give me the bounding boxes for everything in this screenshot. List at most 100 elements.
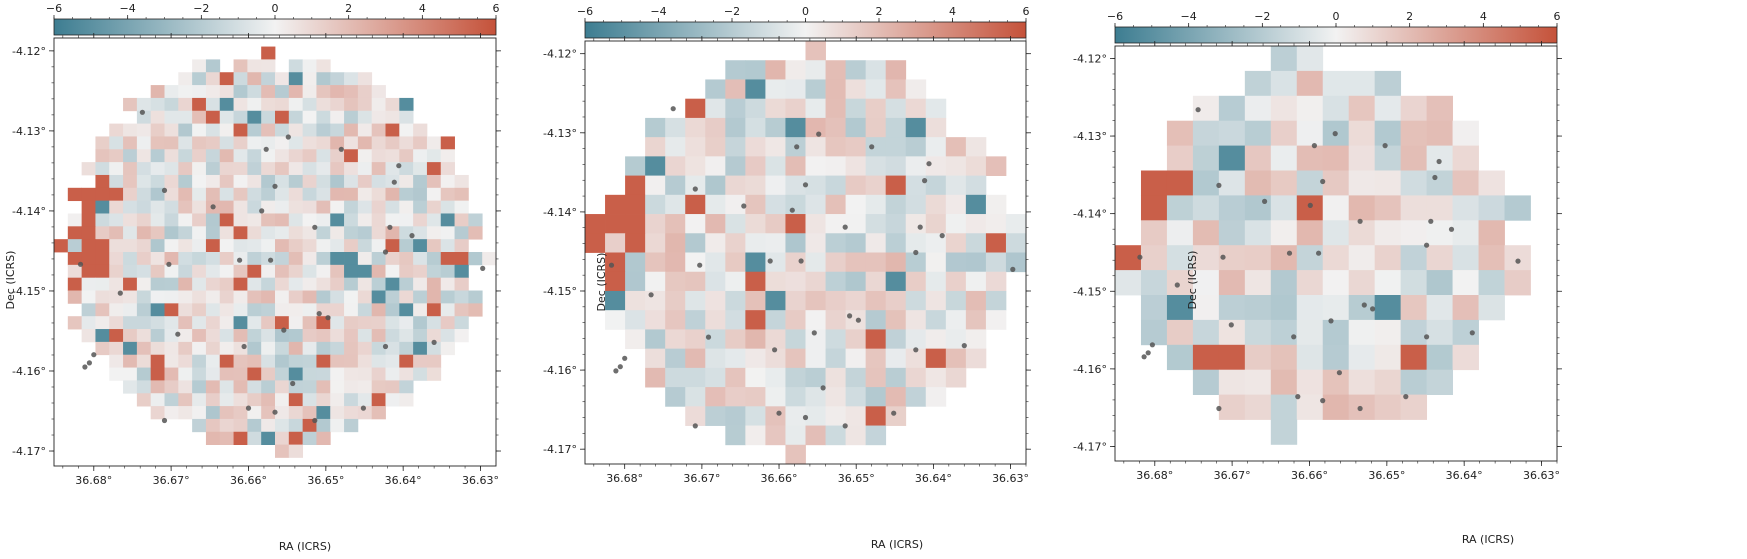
heatmap-cell xyxy=(945,137,967,157)
heatmap-cell xyxy=(905,329,927,350)
heatmap-cell xyxy=(288,341,304,356)
y-tick-label: -4.15° xyxy=(1073,285,1107,298)
heatmap-cell xyxy=(344,136,359,150)
heatmap-cell xyxy=(1322,295,1350,321)
heatmap-cell xyxy=(247,97,262,112)
heatmap-cell xyxy=(316,354,331,368)
heatmap-cell xyxy=(1192,170,1220,196)
heatmap-cell xyxy=(1348,220,1376,246)
heatmap-cell xyxy=(233,162,248,176)
source-point xyxy=(161,187,168,193)
heatmap-cell xyxy=(344,341,359,356)
heatmap-cell xyxy=(247,187,262,202)
heatmap-cell xyxy=(1270,394,1298,420)
heatmap-cell xyxy=(625,290,646,311)
heatmap-cell xyxy=(1192,195,1220,221)
source-point xyxy=(1216,405,1222,412)
heatmap-cell xyxy=(275,85,290,99)
heatmap-cell xyxy=(330,303,345,317)
heatmap-cell xyxy=(205,72,221,86)
heatmap-cell xyxy=(1478,170,1505,196)
heatmap-cell xyxy=(1478,245,1505,271)
heatmap-cell xyxy=(1192,344,1220,371)
heatmap-cell xyxy=(371,277,386,291)
heatmap-cell xyxy=(371,341,386,356)
heatmap-cell xyxy=(1244,344,1272,371)
heatmap-cell xyxy=(261,213,276,227)
heatmap-cell xyxy=(426,162,442,176)
heatmap-cell xyxy=(275,341,290,356)
heatmap-cell xyxy=(178,110,193,124)
heatmap-cell xyxy=(885,98,907,119)
heatmap-cell xyxy=(845,214,867,234)
heatmap-cell xyxy=(965,156,987,176)
y-tick-label: -4.12° xyxy=(543,48,577,61)
heatmap-cell xyxy=(330,162,345,176)
heatmap-cell xyxy=(288,72,304,86)
heatmap-cell xyxy=(150,97,165,112)
heatmap-cell xyxy=(413,277,428,291)
heatmap-cell xyxy=(845,406,867,426)
heatmap-cell xyxy=(1426,270,1453,296)
heatmap-cell xyxy=(288,431,304,445)
heatmap-cell xyxy=(67,239,83,253)
source-point xyxy=(396,163,402,169)
y-tick-label: -4.12° xyxy=(12,45,46,58)
heatmap-cell xyxy=(440,316,455,330)
heatmap-cell xyxy=(67,277,83,291)
heatmap-cell xyxy=(288,149,304,163)
heatmap-cell xyxy=(1322,245,1350,271)
heatmap-cell xyxy=(192,316,207,330)
x-axis-label-3: RA (ICRS) xyxy=(1462,533,1514,546)
heatmap-cell xyxy=(302,341,317,356)
heatmap-cell xyxy=(109,341,124,356)
heatmap-cell xyxy=(925,310,947,330)
source-point xyxy=(1320,178,1326,185)
source-point xyxy=(811,330,817,336)
heatmap-cell xyxy=(247,213,262,227)
heatmap-cell xyxy=(219,290,234,304)
heatmap-cell xyxy=(81,239,96,253)
heatmap-cell xyxy=(357,252,373,266)
heatmap-cell xyxy=(413,367,428,381)
heatmap-cell xyxy=(288,213,304,227)
heatmap-cell xyxy=(1218,369,1246,395)
heatmap-cell xyxy=(1400,369,1428,395)
heatmap-cell xyxy=(625,214,646,234)
heatmap-cell xyxy=(785,156,806,176)
heatmap-cell xyxy=(945,252,967,273)
heatmap-cell xyxy=(261,290,276,304)
heatmap-cell xyxy=(302,187,317,202)
heatmap-cell xyxy=(385,110,400,124)
heatmap-cell xyxy=(1478,270,1505,296)
heatmap-cell xyxy=(905,156,927,176)
heatmap-cell xyxy=(865,156,887,176)
heatmap-cell xyxy=(805,271,826,292)
heatmap-cell xyxy=(302,264,317,279)
source-point xyxy=(268,257,274,263)
source-point xyxy=(939,233,945,239)
heatmap-cell xyxy=(219,252,234,266)
heatmap-cell xyxy=(885,117,907,138)
heatmap-cell xyxy=(109,200,124,214)
heatmap-cell xyxy=(805,425,826,446)
heatmap-cell xyxy=(745,233,766,253)
heatmap-cell xyxy=(1504,245,1531,271)
heatmap-cell xyxy=(123,367,138,381)
heatmap-cell xyxy=(725,60,746,80)
heatmap-cell xyxy=(1218,145,1246,171)
heatmap-cell xyxy=(785,194,806,215)
heatmap-cell xyxy=(357,85,373,99)
heatmap-cell xyxy=(275,316,290,330)
heatmap-cell xyxy=(865,406,887,426)
heatmap-cell xyxy=(205,341,221,356)
heatmap-cell xyxy=(725,252,746,273)
heatmap-cell xyxy=(288,123,304,137)
source-point xyxy=(1336,370,1342,376)
heatmap-cell xyxy=(725,406,746,426)
heatmap-cell xyxy=(330,72,345,86)
heatmap-cell xyxy=(219,123,234,137)
heatmap-cell xyxy=(385,149,400,163)
source-point xyxy=(325,315,331,321)
